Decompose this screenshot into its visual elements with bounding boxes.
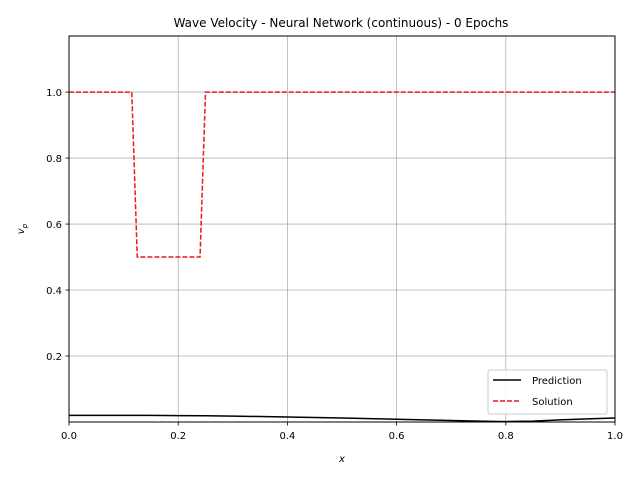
- y-tick-label: 0.4: [46, 286, 62, 297]
- plot-area: [69, 36, 615, 422]
- x-tick-label: 0.0: [61, 431, 77, 442]
- plot-frame: [68, 35, 616, 423]
- x-tick-label: 0.8: [498, 431, 514, 442]
- y-axis-label: vp: [16, 223, 29, 234]
- ticks: 0.0 0.2 0.4 0.6 0.8 1.0 0.2 0.4 0.6 0.8 1.0: [46, 88, 623, 442]
- series-layer: [68, 91, 616, 423]
- legend: Prediction Solution: [487, 369, 608, 415]
- x-tick-label: 0.6: [389, 431, 405, 442]
- legend-label-prediction: Prediction: [532, 376, 582, 387]
- y-tick-label: 0.6: [46, 220, 62, 231]
- x-tick-label: 0.2: [170, 431, 186, 442]
- series-line-solution: [69, 91, 615, 258]
- y-tick-label: 0.2: [46, 352, 62, 363]
- chart-title: Wave Velocity - Neural Network (continuo…: [174, 16, 509, 30]
- series-line-prediction: [68, 414, 616, 423]
- y-tick-label: 0.8: [46, 154, 62, 165]
- x-axis-label: x: [338, 454, 345, 465]
- y-axis-label-subscript: p: [21, 223, 29, 229]
- y-axis-label-main: v: [16, 227, 27, 234]
- x-tick-label: 1.0: [607, 431, 623, 442]
- legend-box: [487, 369, 608, 415]
- legend-label-solution: Solution: [532, 397, 573, 408]
- y-tick-label: 1.0: [46, 88, 62, 99]
- x-tick-label: 0.4: [279, 431, 295, 442]
